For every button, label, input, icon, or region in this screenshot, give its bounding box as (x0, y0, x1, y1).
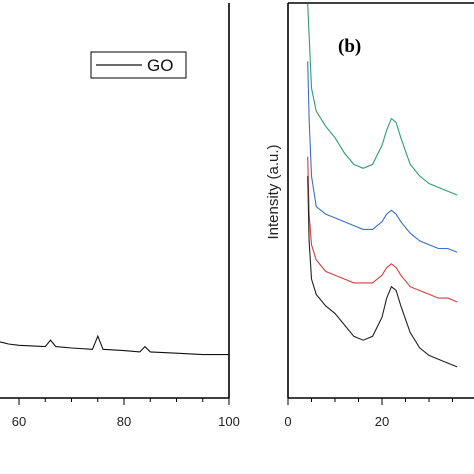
panel-b: 0 20 Intensity (a.u.) (b) (265, 2, 474, 429)
panel-a: 60 80 100 GO (0, 3, 240, 429)
panel-b-series-line (307, 156, 458, 303)
panel-a-legend: GO (90, 51, 187, 79)
panel-b-x-tick-label: 0 (284, 414, 291, 429)
panel-a-x-tick-label: 80 (117, 414, 131, 429)
panel-b-series-line (307, 61, 458, 253)
panel-b-label: (b) (338, 36, 361, 57)
panel-b-y-axis-title: Intensity (a.u.) (265, 144, 282, 239)
panel-b-series-line (307, 4, 458, 196)
panel-a-x-tick-label: 60 (12, 414, 26, 429)
panel-a-x-tick-label: 100 (218, 414, 240, 429)
panel-a-legend-label: GO (147, 56, 173, 75)
panel-b-series-line (307, 175, 458, 368)
panel-a-series-line (0, 334, 229, 356)
panel-b-x-tick-label: 20 (375, 414, 389, 429)
